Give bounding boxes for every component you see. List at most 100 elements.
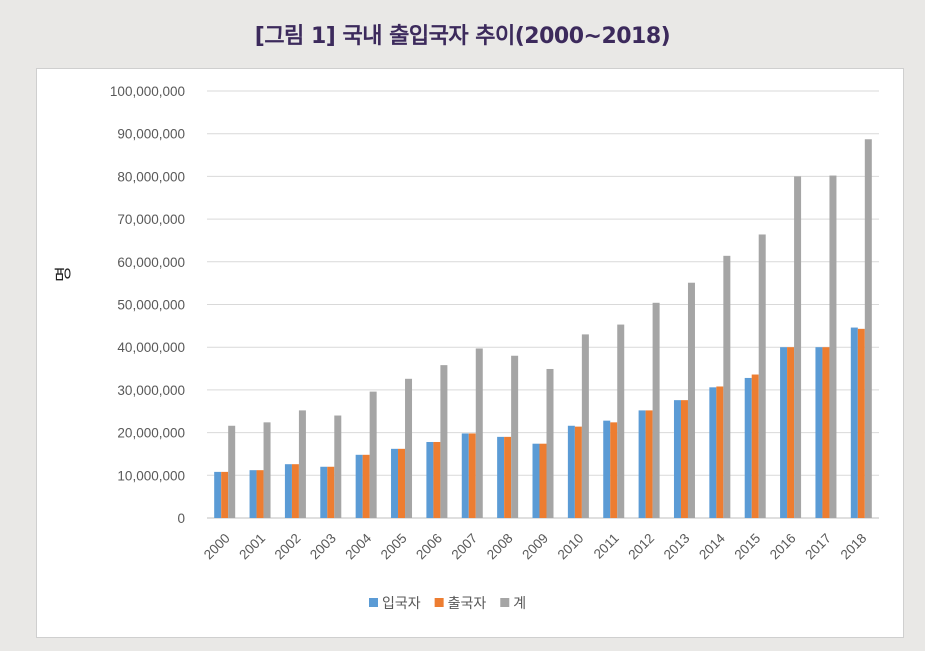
y-tick-label: 0 bbox=[177, 511, 185, 526]
bar-출국자-2004 bbox=[362, 454, 370, 518]
bar-계-2018 bbox=[864, 139, 872, 518]
y-axis-label: 명 bbox=[54, 266, 74, 282]
bar-출국자-2005 bbox=[398, 448, 406, 518]
bar-계-2017 bbox=[829, 175, 837, 518]
y-tick-label: 30,000,000 bbox=[117, 383, 185, 398]
x-tick-label: 2016 bbox=[767, 531, 799, 563]
y-tick-label: 20,000,000 bbox=[117, 426, 185, 441]
bar-입국자-2015 bbox=[744, 377, 752, 518]
y-tick-label: 40,000,000 bbox=[117, 340, 185, 355]
x-tick-labels: 2000 2001 2002 2003 2004 2005 2006 2007 2008 2009… bbox=[201, 530, 869, 562]
x-tick-label: 2000 bbox=[201, 531, 233, 563]
x-tick-label: 2013 bbox=[661, 531, 693, 563]
x-tick-label: 2018 bbox=[838, 531, 870, 563]
bar-계-2010 bbox=[581, 334, 589, 518]
bar-입국자-2002 bbox=[284, 464, 292, 518]
bar-입국자-2013 bbox=[673, 400, 681, 518]
bar-계-2013 bbox=[687, 282, 695, 518]
bar-출국자-2002 bbox=[291, 464, 299, 518]
bar-입국자-2011 bbox=[603, 420, 611, 518]
bar-출국자-2008 bbox=[504, 436, 512, 518]
y-tick-label: 90,000,000 bbox=[117, 127, 185, 142]
bar-계-2015 bbox=[758, 234, 766, 519]
x-tick-label: 2001 bbox=[236, 531, 268, 563]
bar-계-2006 bbox=[440, 365, 448, 518]
bar-계-2014 bbox=[723, 255, 731, 518]
legend-swatch bbox=[369, 598, 378, 607]
bar-입국자-2017 bbox=[815, 347, 823, 518]
x-tick-label: 2005 bbox=[378, 531, 410, 563]
bar-출국자-2000 bbox=[221, 471, 229, 518]
bar-입국자-2003 bbox=[320, 466, 328, 518]
x-tick-label: 2004 bbox=[342, 530, 374, 562]
bar-입국자-2014 bbox=[709, 387, 717, 518]
x-tick-label: 2008 bbox=[484, 531, 516, 563]
bar-입국자-2016 bbox=[780, 347, 788, 518]
bar-출국자-2003 bbox=[327, 466, 335, 518]
bar-출국자-2001 bbox=[256, 470, 264, 518]
bar-출국자-2018 bbox=[857, 328, 865, 518]
bar-계-2016 bbox=[794, 176, 802, 518]
bar-계-2002 bbox=[298, 410, 306, 518]
bar-입국자-2000 bbox=[214, 471, 222, 518]
bar-출국자-2017 bbox=[822, 347, 830, 518]
legend-label: 출국자 bbox=[448, 596, 487, 612]
bar-입국자-2012 bbox=[638, 410, 646, 518]
legend: 입국자 출국자 계 bbox=[369, 596, 526, 612]
bar-출국자-2010 bbox=[574, 426, 582, 518]
x-tick-label: 2003 bbox=[307, 531, 339, 563]
gridlines bbox=[207, 90, 879, 519]
y-tick-label: 60,000,000 bbox=[117, 255, 185, 270]
bar-계-2007 bbox=[475, 348, 483, 518]
y-tick-label: 70,000,000 bbox=[117, 212, 185, 227]
y-tick-label: 100,000,000 bbox=[110, 84, 185, 99]
bar-입국자-2018 bbox=[850, 327, 858, 518]
bar-계-2011 bbox=[617, 324, 625, 518]
x-tick-label: 2010 bbox=[555, 531, 587, 563]
x-tick-label: 2017 bbox=[802, 531, 834, 563]
bar-입국자-2001 bbox=[249, 470, 257, 518]
bar-출국자-2013 bbox=[680, 400, 688, 518]
bar-입국자-2010 bbox=[567, 425, 575, 518]
y-tick-label: 50,000,000 bbox=[117, 298, 185, 313]
y-tick-labels: 0 10,000,000 20,000,000 30,000,000 40,000,00… bbox=[110, 84, 185, 526]
bars bbox=[214, 139, 872, 519]
bar-계-2008 bbox=[511, 355, 519, 518]
bar-출국자-2016 bbox=[787, 347, 795, 518]
bar-출국자-2011 bbox=[610, 422, 618, 518]
bar-입국자-2004 bbox=[355, 454, 363, 518]
bar-입국자-2006 bbox=[426, 441, 434, 518]
bar-출국자-2015 bbox=[751, 374, 759, 518]
x-tick-label: 2007 bbox=[449, 531, 481, 563]
bar-계-2003 bbox=[334, 415, 342, 518]
bar-입국자-2007 bbox=[461, 433, 469, 518]
x-tick-label: 2002 bbox=[272, 531, 304, 563]
bar-출국자-2014 bbox=[716, 386, 724, 518]
chart-title: [그림 1] 국내 출입국자 추이(2000~2018) bbox=[254, 24, 671, 49]
legend-swatch bbox=[500, 598, 510, 607]
legend-swatch bbox=[434, 598, 444, 607]
chart-panel: 0 10,000,000 20,000,000 30,000,000 40,000,00… bbox=[36, 68, 904, 638]
bar-입국자-2008 bbox=[497, 436, 505, 518]
legend-label: 입국자 bbox=[382, 596, 421, 612]
chart-svg: 0 10,000,000 20,000,000 30,000,000 40,000,00… bbox=[54, 84, 879, 612]
bar-출국자-2012 bbox=[645, 410, 653, 518]
bar-출국자-2009 bbox=[539, 443, 547, 518]
x-tick-label: 2011 bbox=[591, 531, 622, 562]
bar-계-2009 bbox=[546, 368, 554, 518]
bar-입국자-2009 bbox=[532, 443, 540, 518]
bar-계-2000 bbox=[228, 425, 236, 518]
bar-출국자-2006 bbox=[433, 441, 441, 518]
bar-출국자-2007 bbox=[468, 433, 476, 518]
x-tick-label: 2014 bbox=[696, 530, 728, 562]
x-tick-label: 2006 bbox=[413, 531, 445, 563]
y-tick-label: 10,000,000 bbox=[117, 468, 185, 483]
legend-label: 계 bbox=[513, 596, 526, 612]
x-tick-label: 2012 bbox=[625, 531, 657, 563]
bar-계-2005 bbox=[405, 378, 413, 518]
bar-계-2012 bbox=[652, 302, 660, 518]
y-tick-label: 80,000,000 bbox=[117, 169, 185, 184]
bar-계-2004 bbox=[369, 391, 377, 518]
bar-계-2001 bbox=[263, 422, 271, 518]
